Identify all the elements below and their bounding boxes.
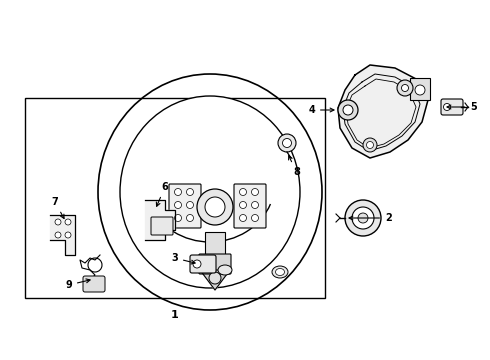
FancyBboxPatch shape — [83, 276, 105, 292]
Text: 1: 1 — [171, 310, 179, 320]
Circle shape — [65, 232, 71, 238]
Polygon shape — [145, 200, 175, 240]
FancyBboxPatch shape — [169, 184, 201, 228]
Circle shape — [345, 200, 381, 236]
Text: 6: 6 — [156, 182, 169, 206]
Circle shape — [174, 202, 181, 208]
Circle shape — [367, 141, 373, 148]
Circle shape — [209, 272, 221, 284]
Circle shape — [251, 202, 259, 208]
FancyBboxPatch shape — [199, 254, 231, 274]
Circle shape — [197, 189, 233, 225]
Polygon shape — [50, 215, 75, 255]
Ellipse shape — [275, 269, 285, 275]
Circle shape — [174, 215, 181, 221]
Circle shape — [205, 197, 225, 217]
Circle shape — [55, 219, 61, 225]
Circle shape — [338, 100, 358, 120]
Polygon shape — [200, 270, 230, 290]
FancyBboxPatch shape — [190, 255, 216, 273]
Circle shape — [187, 202, 194, 208]
FancyBboxPatch shape — [234, 184, 266, 228]
FancyBboxPatch shape — [151, 217, 173, 235]
Circle shape — [358, 213, 368, 223]
Circle shape — [251, 189, 259, 195]
Text: 9: 9 — [65, 279, 90, 290]
Circle shape — [187, 215, 194, 221]
Circle shape — [443, 104, 450, 111]
Bar — [410, 78, 430, 100]
Circle shape — [397, 80, 413, 96]
Circle shape — [343, 105, 353, 115]
Circle shape — [174, 189, 181, 195]
Circle shape — [401, 85, 409, 91]
Circle shape — [193, 260, 201, 268]
Text: 3: 3 — [171, 253, 195, 264]
Circle shape — [283, 139, 292, 148]
Circle shape — [187, 189, 194, 195]
Circle shape — [363, 138, 377, 152]
Circle shape — [55, 232, 61, 238]
Ellipse shape — [272, 266, 288, 278]
FancyBboxPatch shape — [441, 99, 463, 115]
Circle shape — [240, 189, 246, 195]
Ellipse shape — [120, 96, 300, 288]
Circle shape — [240, 215, 246, 221]
Polygon shape — [338, 65, 428, 158]
Circle shape — [251, 215, 259, 221]
Ellipse shape — [218, 265, 232, 275]
Bar — [205, 232, 225, 257]
Text: 4: 4 — [308, 105, 334, 115]
Circle shape — [415, 85, 425, 95]
Bar — [25, 98, 325, 298]
Circle shape — [65, 219, 71, 225]
Text: 5: 5 — [447, 102, 477, 112]
Circle shape — [352, 207, 374, 229]
Text: 7: 7 — [51, 197, 64, 219]
Circle shape — [240, 202, 246, 208]
Circle shape — [278, 134, 296, 152]
Text: 8: 8 — [289, 156, 300, 177]
Text: 2: 2 — [349, 213, 392, 223]
